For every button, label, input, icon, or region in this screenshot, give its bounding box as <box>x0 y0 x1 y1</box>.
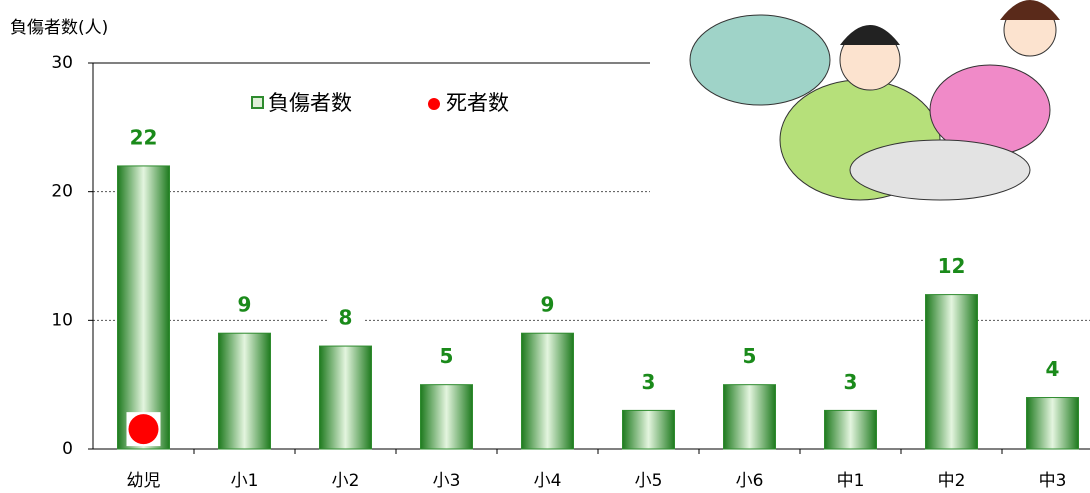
y-axis-title: 負傷者数(人) <box>10 18 108 38</box>
x-tick-label: 小2 <box>332 471 360 491</box>
value-label: 5 <box>440 344 454 368</box>
legend-swatch <box>252 97 263 108</box>
value-label: 12 <box>938 254 966 278</box>
value-label: 9 <box>541 293 555 317</box>
x-tick-label: 小1 <box>231 471 259 491</box>
x-tick-label: 中1 <box>837 471 865 491</box>
chart: 負傷者数(人) 0 10 20 30 幼児 22 小1 9 小2 8 小3 5 小4 9 小5 3 小6 5 中1 3… <box>0 0 1090 493</box>
value-label: 3 <box>844 370 858 394</box>
bar <box>724 385 776 449</box>
bar <box>1027 398 1079 449</box>
bar <box>421 385 473 449</box>
bar <box>522 333 574 449</box>
y-tick-label: 30 <box>51 53 73 73</box>
value-label: 9 <box>238 293 252 317</box>
value-label: 5 <box>743 344 757 368</box>
legend-label: 死者数 <box>446 91 509 115</box>
value-label: 8 <box>339 306 353 330</box>
legend-swatch <box>428 98 440 110</box>
bar <box>623 410 675 449</box>
bar <box>118 166 170 449</box>
x-tick-label: 中2 <box>938 471 966 491</box>
value-label: 22 <box>130 125 158 149</box>
bar <box>926 295 978 449</box>
x-tick-label: 小6 <box>736 471 764 491</box>
bar <box>219 333 271 449</box>
x-tick-label: 幼児 <box>127 471 161 491</box>
illustration <box>650 0 1090 230</box>
x-tick-label: 小5 <box>635 471 663 491</box>
legend-label: 負傷者数 <box>268 91 352 115</box>
x-tick-label: 中3 <box>1039 471 1067 491</box>
bar <box>825 410 877 449</box>
y-tick-label: 10 <box>51 310 73 330</box>
y-tick-label: 20 <box>51 182 73 202</box>
death-marker <box>129 414 159 444</box>
x-tick-label: 小3 <box>433 471 461 491</box>
value-label: 3 <box>642 370 656 394</box>
y-tick-label: 0 <box>62 439 73 459</box>
x-tick-label: 小4 <box>534 471 562 491</box>
bar <box>320 346 372 449</box>
value-label: 4 <box>1046 357 1060 381</box>
